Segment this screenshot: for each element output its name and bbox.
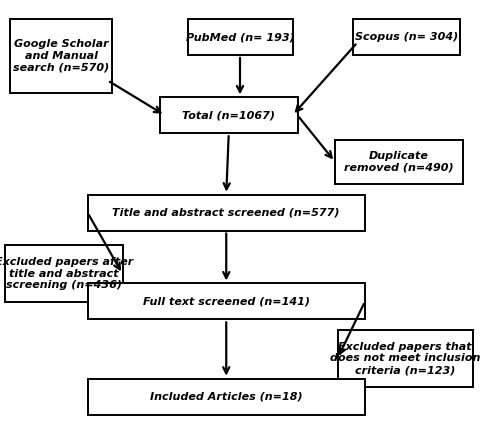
FancyBboxPatch shape: [10, 19, 113, 93]
Text: Included Articles (n=18): Included Articles (n=18): [150, 392, 302, 401]
Text: Scopus (n= 304): Scopus (n= 304): [354, 32, 458, 42]
Text: Excluded papers that
does not meet inclusion
criteria (n=123): Excluded papers that does not meet inclu…: [330, 342, 480, 375]
Text: PubMed (n= 193): PubMed (n= 193): [186, 32, 294, 42]
FancyBboxPatch shape: [352, 19, 460, 55]
FancyBboxPatch shape: [88, 283, 365, 319]
FancyBboxPatch shape: [188, 19, 292, 55]
FancyBboxPatch shape: [338, 330, 472, 387]
FancyBboxPatch shape: [88, 195, 365, 231]
FancyBboxPatch shape: [335, 140, 462, 184]
Text: Total (n=1067): Total (n=1067): [182, 110, 275, 120]
Text: Google Scholar
and Manual
search (n=570): Google Scholar and Manual search (n=570): [13, 39, 110, 73]
FancyBboxPatch shape: [5, 245, 122, 302]
FancyBboxPatch shape: [88, 379, 365, 415]
Text: Full text screened (n=141): Full text screened (n=141): [143, 297, 310, 306]
Text: Duplicate
removed (n=490): Duplicate removed (n=490): [344, 151, 454, 173]
Text: Title and abstract screened (n=577): Title and abstract screened (n=577): [112, 208, 340, 217]
FancyBboxPatch shape: [160, 97, 298, 133]
Text: Excluded papers after
title and abstract
screening (n=436): Excluded papers after title and abstract…: [0, 257, 133, 291]
